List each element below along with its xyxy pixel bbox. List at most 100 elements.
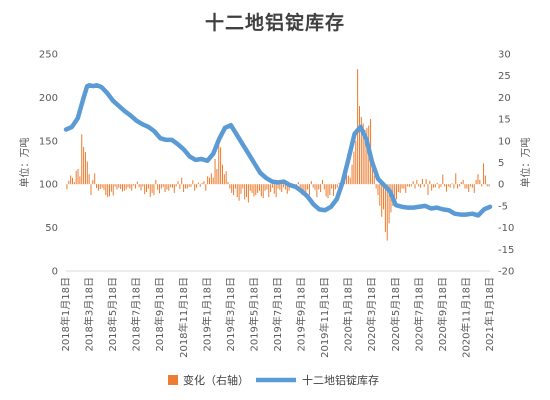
right-tick-label: -5 — [498, 201, 508, 212]
change-bar — [283, 184, 285, 188]
change-bar — [197, 182, 199, 185]
change-bar — [412, 181, 414, 185]
change-bar — [99, 184, 101, 189]
change-bar — [173, 184, 175, 193]
change-bar — [449, 184, 451, 188]
change-bar — [416, 179, 418, 185]
change-bar — [403, 184, 405, 189]
change-bar — [310, 181, 312, 185]
change-bar — [175, 184, 177, 187]
change-bar — [77, 169, 79, 185]
change-bar — [142, 184, 144, 187]
change-bar — [271, 184, 273, 188]
change-bar — [147, 184, 149, 189]
change-bar — [270, 184, 272, 193]
change-bar — [333, 184, 335, 196]
change-bar — [312, 184, 314, 188]
change-bar — [114, 184, 116, 187]
change-bar — [420, 184, 422, 188]
change-bar — [268, 184, 270, 198]
change-bar — [281, 184, 283, 193]
change-bar — [438, 184, 440, 189]
change-bar — [158, 184, 161, 194]
change-bar — [90, 184, 92, 196]
change-bar — [138, 184, 140, 188]
left-tick-label: 100 — [39, 180, 58, 191]
change-bar — [379, 184, 381, 206]
change-bar — [395, 184, 398, 200]
change-bar — [184, 184, 186, 189]
change-bar — [425, 178, 427, 185]
change-bar — [129, 184, 131, 189]
change-bar — [79, 176, 81, 185]
change-bar — [118, 184, 120, 188]
change-bar — [453, 184, 455, 189]
change-bar — [199, 184, 201, 187]
change-bar — [477, 174, 479, 185]
change-bar — [460, 182, 462, 185]
legend-label-change: 变化（右轴） — [183, 373, 249, 387]
right-tick-label: 15 — [498, 115, 511, 126]
change-bar — [81, 134, 83, 185]
x-tick-label: 2018年1月18日 — [59, 277, 72, 352]
change-bar — [466, 184, 468, 189]
x-tick-label: 2019年9月18日 — [295, 277, 308, 352]
change-bar — [240, 184, 242, 194]
inventory-line — [63, 83, 493, 218]
change-bar — [166, 184, 168, 190]
change-bar — [186, 184, 188, 189]
change-bar — [231, 184, 233, 193]
change-bar — [486, 184, 488, 187]
change-bar — [201, 182, 203, 185]
change-bar — [455, 173, 457, 185]
change-bar — [303, 184, 305, 196]
change-bar — [233, 184, 235, 196]
x-tick-label: 2018年5月18日 — [106, 277, 119, 352]
change-bar — [83, 146, 85, 185]
change-bar — [442, 174, 444, 185]
change-bar — [101, 184, 103, 188]
change-bar — [221, 164, 223, 185]
x-tick-label: 2019年5月18日 — [247, 277, 260, 352]
change-bar — [227, 182, 229, 185]
change-bar — [386, 184, 388, 241]
change-bar — [120, 184, 122, 189]
x-tick-label: 2020年1月18日 — [342, 277, 355, 352]
change-bar — [284, 184, 286, 190]
change-bar — [355, 140, 357, 185]
change-bar — [471, 184, 473, 188]
change-bar — [394, 184, 396, 204]
x-tick-label: 2018年7月18日 — [130, 277, 143, 352]
change-bar — [325, 184, 327, 197]
change-bar — [194, 184, 196, 191]
change-bar — [131, 184, 133, 191]
change-bar — [321, 179, 323, 185]
change-bar — [97, 184, 99, 191]
change-bar — [373, 175, 375, 185]
change-bar — [116, 184, 118, 190]
change-bar — [214, 159, 216, 185]
change-bar — [125, 184, 127, 190]
change-bar — [203, 181, 205, 185]
change-bar — [94, 173, 96, 185]
change-bar — [427, 184, 429, 196]
change-bar — [257, 184, 259, 193]
change-bar — [462, 179, 464, 185]
change-bar — [381, 184, 383, 217]
change-bar — [405, 184, 407, 193]
change-bar — [423, 184, 425, 187]
change-bar — [436, 182, 438, 185]
x-tick-label: 2018年9月18日 — [153, 277, 166, 352]
change-bar — [157, 184, 159, 190]
change-bar — [484, 175, 486, 185]
change-bar — [210, 173, 212, 185]
change-bar — [297, 182, 299, 185]
change-bar — [318, 184, 320, 190]
change-bar — [447, 184, 449, 187]
change-bar — [288, 184, 290, 191]
change-bar — [105, 184, 107, 196]
right-tick-label: -10 — [498, 223, 514, 234]
change-bar — [73, 182, 75, 185]
change-bar — [218, 140, 220, 185]
change-bar — [229, 184, 231, 189]
